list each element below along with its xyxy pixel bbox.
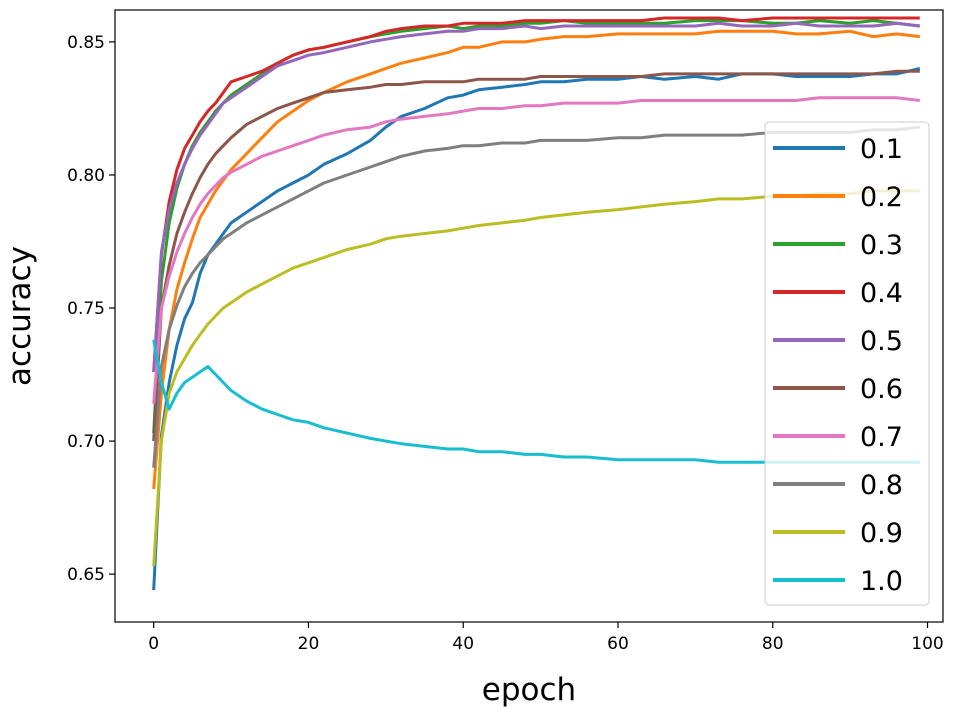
legend-label: 0.4 [860,278,903,309]
series-line-0.9 [152,189,920,567]
x-tick-label: 80 [762,634,784,654]
y-tick-label: 0.65 [67,565,105,585]
x-tick-label: 60 [607,634,629,654]
y-tick-label: 0.70 [67,432,105,452]
y-axis-label: accuracy [2,246,38,386]
y-tick-label: 0.85 [67,33,105,53]
series-line-0.6 [152,69,920,442]
legend: 0.1 0.2 0.3 0.4 0.5 0.6 0.7 0.8 0.9 1.0 [764,121,930,606]
legend-label: 0.2 [860,182,903,213]
legend-label: 0.1 [860,134,903,165]
y-axis: 0.65 0.70 0.75 0.80 0.85 [67,33,115,585]
legend-label: 0.5 [860,326,903,357]
x-tick-label: 0 [148,634,159,654]
legend-label: 0.8 [860,470,903,501]
x-axis-label: epoch [482,672,576,708]
plot-frame [114,9,944,623]
x-axis: 0 20 40 60 80 100 [148,622,944,654]
series-layer [152,16,921,591]
legend-label: 1.0 [860,566,903,597]
series-line-0.7 [152,96,920,404]
series-line-1.0 [152,339,920,464]
series-line-0.4 [152,16,920,372]
x-tick-label: 40 [452,634,474,654]
y-tick-label: 0.75 [67,299,105,319]
series-line-0.2 [152,29,920,490]
series-line-0.5 [152,21,920,372]
legend-label: 0.6 [860,374,903,405]
legend-label: 0.3 [860,230,903,261]
x-tick-label: 100 [911,634,943,654]
y-tick-label: 0.80 [67,166,105,186]
x-tick-label: 20 [298,634,320,654]
legend-label: 0.7 [860,422,903,453]
legend-label: 0.9 [860,518,903,549]
series-line-0.8 [152,125,920,468]
